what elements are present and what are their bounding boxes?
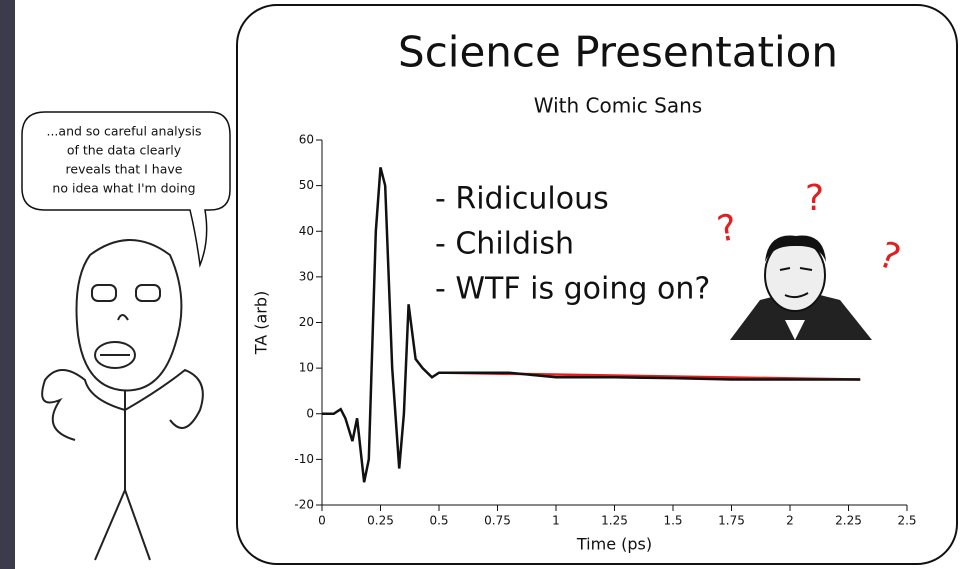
y-axis-label: TA (arb) [252, 291, 271, 356]
slide-title: Science Presentation [398, 28, 838, 77]
speech-text: of the data clearly [67, 143, 182, 158]
y-tick-label: 40 [299, 224, 314, 238]
annotation: - Ridiculous [435, 182, 609, 217]
speech-text: reveals that I have [66, 162, 183, 177]
speech-text: no idea what I'm doing [52, 181, 195, 196]
x-tick-label: 1.25 [601, 514, 628, 528]
slide-subtitle: With Comic Sans [534, 94, 702, 118]
x-tick-label: 1.5 [663, 514, 682, 528]
speech-text: ...and so careful analysis [46, 124, 201, 139]
x-tick-label: 2.5 [897, 514, 916, 528]
x-tick-label: 0.5 [429, 514, 448, 528]
x-tick-label: 0 [318, 514, 326, 528]
y-tick-label: 50 [299, 178, 314, 192]
y-tick-label: -20 [294, 498, 314, 512]
y-tick-label: 10 [299, 361, 314, 375]
x-tick-label: 2.25 [835, 514, 862, 528]
x-tick-label: 0.25 [367, 514, 394, 528]
x-tick-label: 0.75 [484, 514, 511, 528]
annotation: - Childish [435, 227, 574, 262]
question-mark: ? [805, 178, 824, 219]
y-tick-label: 60 [299, 133, 314, 147]
y-tick-label: 20 [299, 315, 314, 329]
x-tick-label: 1.75 [718, 514, 745, 528]
x-axis-label: Time (ps) [576, 535, 652, 554]
annotation: - WTF is going on? [435, 272, 710, 307]
side-strip [0, 0, 15, 569]
y-tick-label: 0 [306, 406, 314, 420]
y-tick-label: -10 [294, 452, 314, 466]
stick-figure [42, 240, 203, 560]
x-tick-label: 2 [786, 514, 794, 528]
comic: Science Presentation With Comic Sans - R… [0, 0, 961, 569]
x-tick-label: 1 [552, 514, 560, 528]
y-tick-label: 30 [299, 269, 314, 283]
